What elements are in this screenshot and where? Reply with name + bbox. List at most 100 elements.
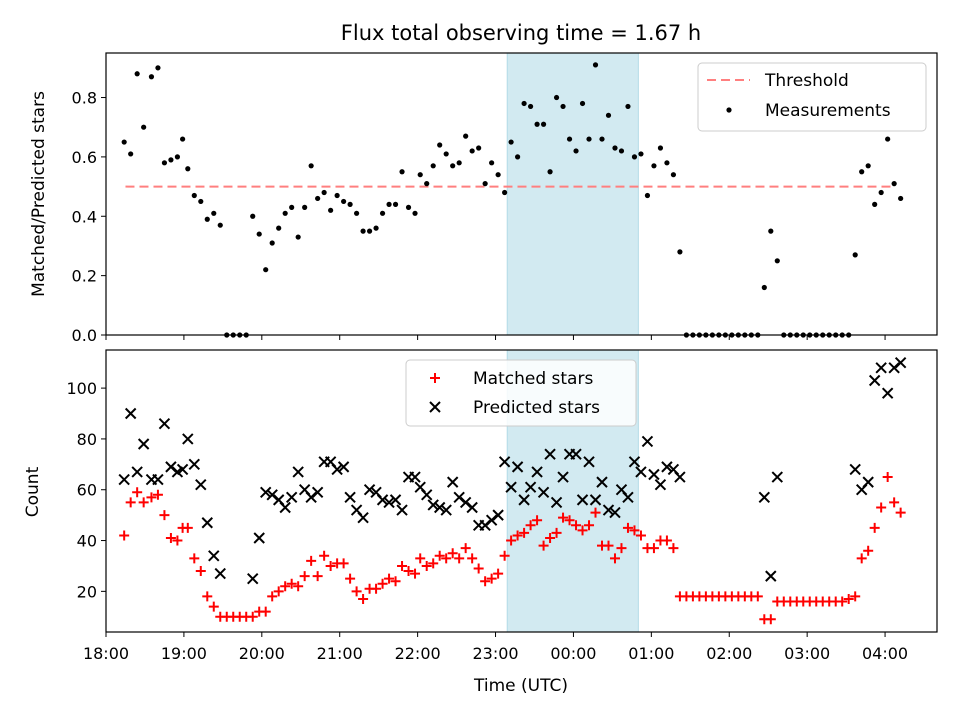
x-tick-label: 18:00 bbox=[83, 644, 129, 663]
matched-stars-point bbox=[551, 527, 562, 538]
legend-box bbox=[697, 62, 927, 132]
measurement-point bbox=[631, 154, 638, 160]
measurement-point bbox=[347, 201, 353, 207]
x-tick-label: 01:00 bbox=[628, 644, 674, 663]
legend-predicted-swatch bbox=[429, 401, 441, 413]
measurement-point bbox=[328, 207, 334, 213]
matched-stars-point bbox=[564, 515, 575, 526]
measurement-point bbox=[651, 163, 657, 169]
measurement-point bbox=[677, 249, 683, 255]
matched-stars-point bbox=[390, 576, 401, 587]
bottom-y-axis-label: Count bbox=[23, 466, 43, 517]
matched-stars-point bbox=[648, 543, 659, 554]
matched-stars-point bbox=[189, 553, 200, 564]
predicted-stars-point bbox=[396, 504, 408, 516]
measurement-point bbox=[424, 181, 430, 187]
matched-stars-point bbox=[247, 611, 258, 622]
predicted-stars-point bbox=[383, 496, 395, 509]
measurement-point bbox=[263, 267, 269, 273]
predicted-stars-point bbox=[771, 471, 783, 483]
predicted-stars-point bbox=[446, 476, 459, 488]
measurement-point bbox=[644, 192, 651, 199]
plot-frame bbox=[105, 349, 938, 633]
top-y-axis-label: Matched/Predicted stars bbox=[29, 91, 49, 297]
matched-stars-point bbox=[616, 543, 627, 554]
matched-stars-point bbox=[306, 555, 317, 566]
measurement-point bbox=[534, 121, 540, 127]
predicted-stars-point bbox=[195, 478, 207, 491]
predicted-stars-point bbox=[131, 466, 143, 478]
measurement-point bbox=[174, 154, 181, 160]
measurement-point bbox=[180, 136, 186, 142]
predicted-stars-point bbox=[758, 491, 771, 504]
matched-stars-point bbox=[119, 530, 130, 541]
matched-stars-point bbox=[856, 553, 867, 564]
predicted-stars-point bbox=[182, 433, 194, 445]
measurement-point bbox=[302, 204, 308, 210]
predicted-stars-point bbox=[583, 456, 595, 468]
measurement-point bbox=[321, 189, 327, 196]
matched-stars-point bbox=[499, 550, 510, 561]
matched-stars-point bbox=[299, 571, 310, 582]
matched-stars-point bbox=[125, 497, 136, 508]
y-tick-label: 0.0 bbox=[72, 326, 97, 345]
top-legend: Threshold Measurements bbox=[697, 62, 927, 132]
measurement-point bbox=[469, 148, 475, 154]
measurement-point bbox=[185, 166, 191, 172]
matched-stars-point bbox=[506, 535, 517, 546]
measurement-point bbox=[508, 139, 514, 145]
y-tick-label: 0.4 bbox=[72, 207, 97, 226]
series-predicted-stars bbox=[118, 356, 907, 585]
measurement-point bbox=[761, 284, 767, 291]
measurement-point bbox=[134, 71, 140, 77]
measurement-point bbox=[599, 136, 605, 142]
matched-stars-point bbox=[512, 530, 523, 541]
matched-stars-point bbox=[146, 492, 157, 503]
measurement-point bbox=[502, 189, 508, 196]
measurement-point bbox=[282, 210, 288, 216]
predicted-stars-point bbox=[511, 461, 524, 473]
x-tick-label: 04:00 bbox=[862, 644, 908, 663]
predicted-stars-point bbox=[331, 463, 343, 476]
predicted-stars-point bbox=[531, 466, 543, 478]
matched-stars-point bbox=[159, 510, 170, 521]
measurement-point bbox=[495, 172, 501, 178]
legend-threshold-label: Threshold bbox=[764, 71, 849, 91]
measurement-point bbox=[463, 133, 469, 139]
predicted-stars-point bbox=[409, 471, 421, 483]
predicted-stars-point bbox=[589, 494, 602, 506]
matched-stars-point bbox=[493, 568, 504, 579]
measurement-point bbox=[859, 169, 865, 175]
predicted-stars-point bbox=[292, 466, 304, 478]
matched-stars-point bbox=[267, 591, 278, 602]
measurement-point bbox=[399, 169, 405, 175]
y-tick-label: 60 bbox=[77, 481, 97, 500]
measurement-point bbox=[217, 222, 223, 228]
measurement-point bbox=[373, 225, 379, 231]
measurement-point bbox=[852, 252, 858, 258]
matched-stars-point bbox=[765, 614, 776, 625]
measurement-point bbox=[155, 65, 161, 71]
matched-stars-point bbox=[325, 560, 336, 571]
measurement-point bbox=[515, 154, 521, 160]
matched-stars-point bbox=[622, 522, 633, 533]
top-panel: 0.0 0.2 0.4 0.6 0.8 Threshold Measurements bbox=[72, 52, 938, 345]
legend-box bbox=[405, 359, 637, 427]
measurement-point bbox=[405, 204, 412, 210]
x-tick-label: 23:00 bbox=[472, 644, 518, 663]
matched-stars-point bbox=[571, 520, 582, 531]
measurement-point bbox=[276, 225, 282, 231]
measurement-point bbox=[872, 201, 878, 207]
measurement-point bbox=[141, 124, 147, 130]
measurement-point bbox=[269, 240, 275, 246]
matched-stars-point bbox=[467, 553, 478, 564]
predicted-stars-point bbox=[596, 476, 608, 488]
matched-stars-point bbox=[577, 525, 588, 536]
measurement-point bbox=[360, 228, 366, 234]
predicted-stars-point bbox=[311, 486, 324, 498]
predicted-stars-point bbox=[440, 504, 452, 516]
measurement-point bbox=[521, 100, 527, 107]
measurement-point bbox=[315, 195, 321, 202]
